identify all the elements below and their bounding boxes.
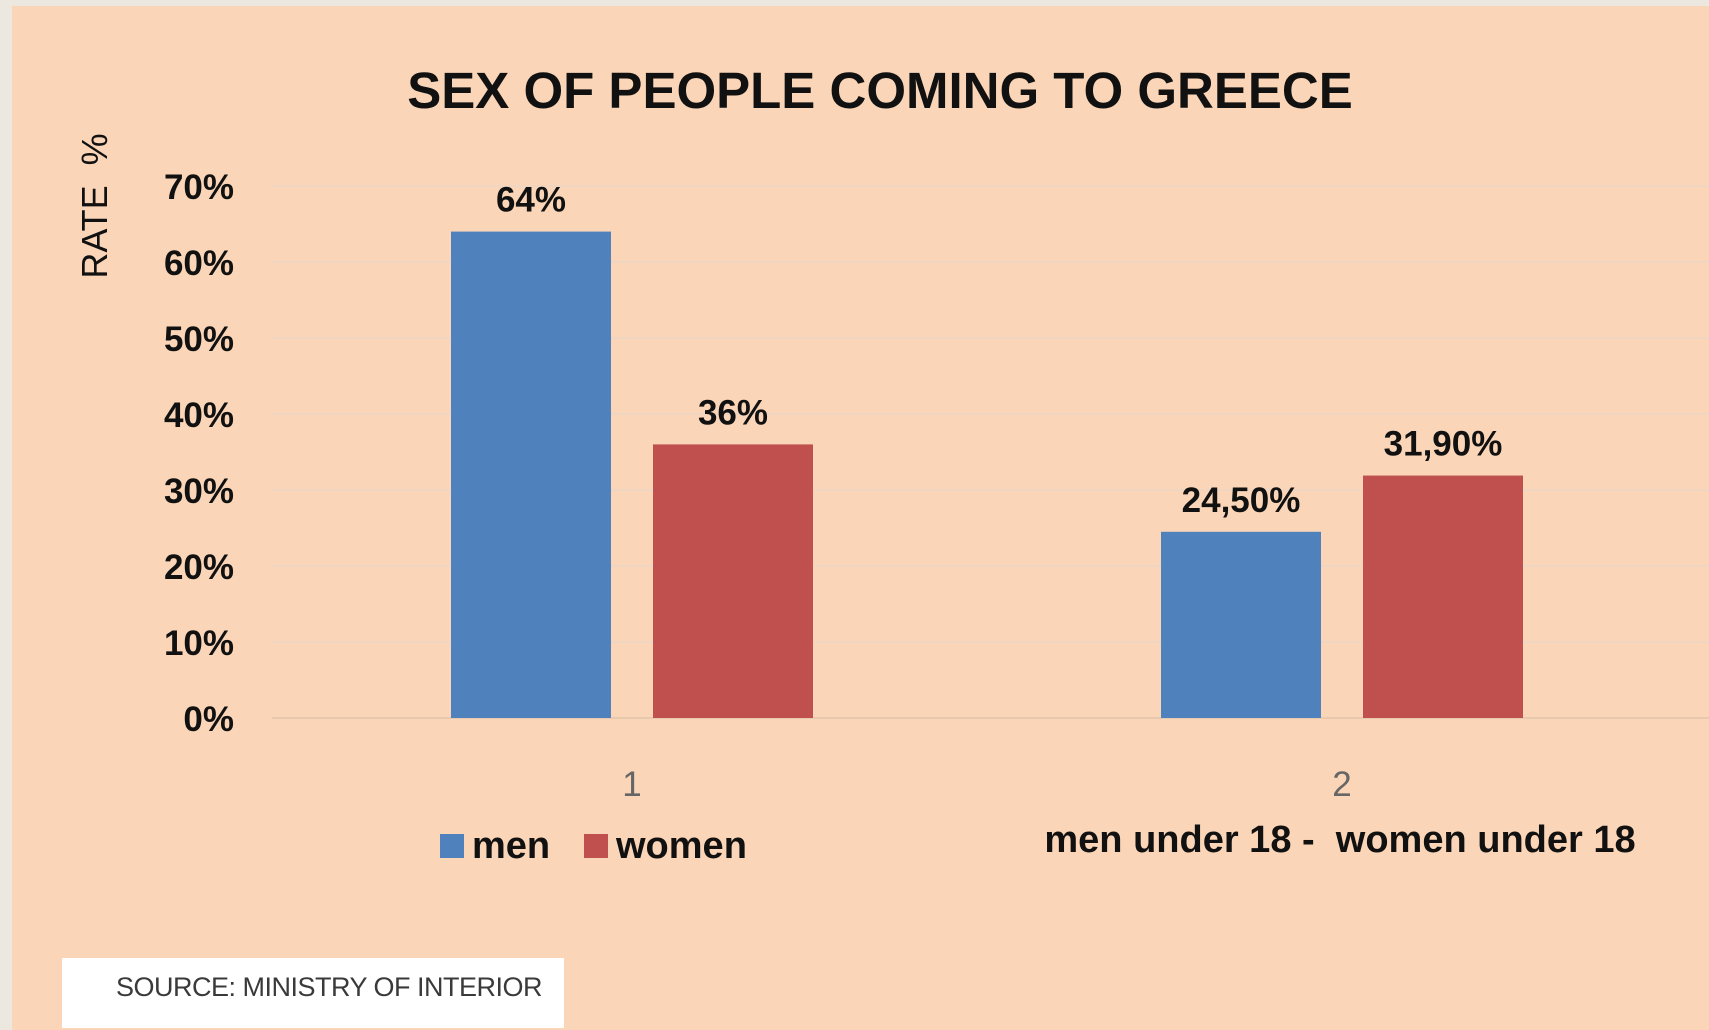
y-tick-label: 50%: [164, 320, 234, 359]
x-tick-label: 2: [1332, 765, 1351, 804]
bar-women-2: [1363, 475, 1523, 718]
y-axis-label: RATE %: [74, 133, 115, 278]
legend: men women: [440, 825, 747, 867]
chart-title: SEX OF PEOPLE COMING TO GREECE: [407, 62, 1353, 119]
legend-label-women: women: [615, 825, 747, 867]
bar-women-1: [653, 444, 813, 718]
legend-label-men: men: [472, 825, 550, 867]
y-tick-label: 30%: [164, 472, 234, 511]
legend-swatch-men: [440, 834, 464, 858]
chart-frame: SEX OF PEOPLE COMING TO GREECE RATE % 0%…: [12, 6, 1709, 1030]
data-label: 24,50%: [1182, 481, 1301, 520]
bar-men-1: [451, 231, 611, 718]
bar-men-2: [1161, 531, 1321, 718]
bar-chart: SEX OF PEOPLE COMING TO GREECE RATE % 0%…: [74, 62, 1709, 867]
data-label: 36%: [698, 393, 768, 432]
source-box: SOURCE: MINISTRY OF INTERIOR: [62, 958, 564, 1028]
legend-swatch-women: [584, 834, 608, 858]
source-text: SOURCE: MINISTRY OF INTERIOR: [116, 972, 543, 1002]
y-tick-label: 20%: [164, 548, 234, 587]
data-label: 64%: [496, 181, 566, 220]
x-tick-label: 1: [622, 765, 641, 804]
y-tick-label: 0%: [183, 700, 234, 739]
y-axis-ticks: 0% 10% 20% 30% 40% 50% 60% 70%: [164, 168, 234, 739]
y-tick-label: 60%: [164, 244, 234, 283]
data-labels: 64% 36% 24,50% 31,90%: [496, 181, 1502, 520]
under-18-annotation: men under 18 - women under 18: [1044, 819, 1635, 861]
y-tick-label: 40%: [164, 396, 234, 435]
data-label: 31,90%: [1384, 425, 1503, 464]
y-tick-label: 70%: [164, 168, 234, 207]
bars: [451, 231, 1523, 718]
y-tick-label: 10%: [164, 624, 234, 663]
